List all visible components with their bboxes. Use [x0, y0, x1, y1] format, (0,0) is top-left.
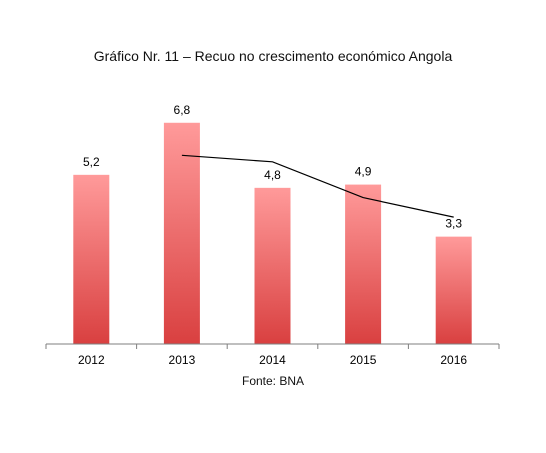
bar-2014 [254, 187, 291, 344]
x-tick-2015: 2015 [350, 353, 377, 367]
data-label-2013: 6,8 [174, 103, 191, 117]
chart-title: Gráfico Nr. 11 – Recuo no crescimento ec… [93, 48, 453, 64]
bar-2012 [73, 174, 110, 344]
bar-2015 [345, 184, 382, 344]
data-label-2014: 4,8 [264, 168, 281, 182]
trend-line [181, 154, 454, 218]
x-tick-2013: 2013 [169, 353, 196, 367]
bar-2016 [435, 236, 472, 344]
bar-2013 [163, 122, 200, 344]
x-tick-2012: 2012 [78, 353, 105, 367]
data-label-2016: 3,3 [445, 217, 462, 231]
data-label-2015: 4,9 [355, 165, 372, 179]
x-tick-2014: 2014 [259, 353, 286, 367]
chart-source: Fonte: BNA [241, 374, 305, 388]
x-tick-2016: 2016 [440, 353, 467, 367]
data-label-2012: 5,2 [83, 155, 100, 169]
